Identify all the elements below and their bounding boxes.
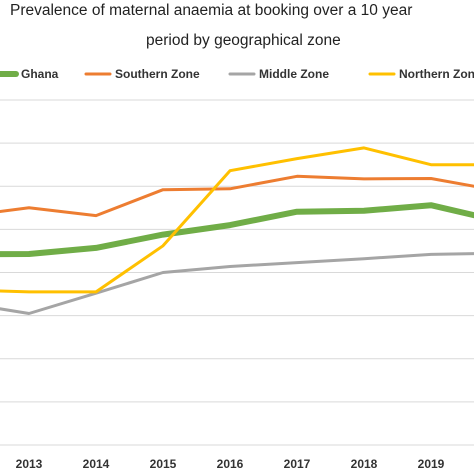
legend: Ghana Southern Zone Middle Zone Northern Zo…: [0, 67, 474, 81]
x-tick-label: 2016: [217, 457, 244, 471]
series-line-ghana: [0, 202, 474, 258]
gridlines: [0, 99, 474, 446]
series-line-northern-zone: [0, 146, 474, 294]
x-tick-label: 2019: [418, 457, 445, 471]
x-axis-ticks: 2013 2014 2015 2016 2017 2018 2019: [16, 457, 445, 471]
series-lines: [0, 146, 474, 315]
legend-label-southern-zone: Southern Zone: [115, 67, 200, 81]
legend-label-middle-zone: Middle Zone: [259, 67, 329, 81]
x-tick-label: 2017: [284, 457, 311, 471]
x-tick-label: 2018: [351, 457, 378, 471]
x-tick-label: 2013: [16, 457, 43, 471]
legend-label-ghana: Ghana: [21, 67, 59, 81]
chart-title-line-1: Prevalence of maternal anaemia at bookin…: [10, 2, 413, 19]
x-tick-label: 2015: [150, 457, 177, 471]
series-line-middle-zone: [0, 252, 474, 315]
legend-label-northern-zone: Northern Zone: [399, 67, 474, 81]
series-line-southern-zone: [0, 174, 474, 218]
chart-title-line-2: period by geographical zone: [146, 32, 341, 49]
x-tick-label: 2014: [83, 457, 110, 471]
